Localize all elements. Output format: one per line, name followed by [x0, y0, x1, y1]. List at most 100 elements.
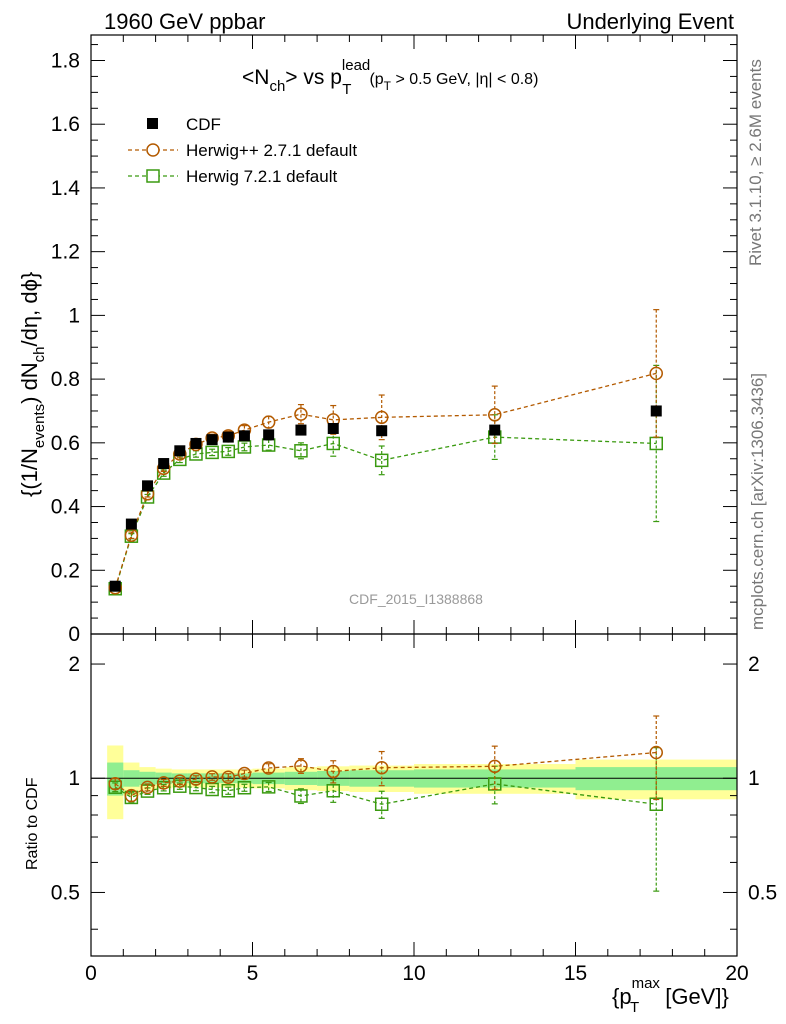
main-y-axis-label: {(1/Nevents) dNch/dη, dϕ} [17, 272, 48, 497]
x-axis-label: {pmax T [GeV]} [612, 975, 729, 1016]
x-tick-label: 5 [247, 962, 259, 985]
cdf-point [142, 480, 154, 492]
header-left: 1960 GeV ppbar [104, 9, 265, 34]
ratio-y-tick-label: 2 [68, 653, 80, 676]
legend: CDF Herwig++ 2.7.1 default Herwig 7.2.1 … [128, 115, 357, 186]
main-y-tick-label: 0.8 [51, 368, 80, 391]
herwigpp-point [649, 366, 663, 381]
cdf-point [650, 405, 662, 417]
ratio-herwigpp-point [156, 776, 171, 790]
ratio-herwigpp-point [326, 764, 340, 779]
ratio-y-tick-label: 1 [68, 767, 80, 790]
ratio-y-tick-label-right: 0.5 [748, 881, 777, 904]
plot-title: <Nch> vs plead T(pT > 0.5 GeV, |η| < 0.8) [242, 57, 538, 98]
herwigpp-point [488, 408, 502, 422]
ratio-herwigpp-point [189, 772, 203, 786]
herwig7-point [326, 436, 340, 451]
ratio-herwigpp-point [261, 761, 276, 775]
ratio-herwig7-point [326, 783, 340, 798]
ylabel-part-a: {(1/N [17, 448, 42, 497]
header-right: Underlying Event [566, 9, 734, 34]
legend-marker-cdf [147, 118, 158, 129]
axes: 0 5 10 15 20 0 0.2 0.4 0.6 0.8 1 1.2 1.4 1.6 1.8 0.5 0.5… [51, 35, 777, 985]
herwig7-point [205, 445, 219, 460]
ratio-herwig7-point [374, 797, 389, 812]
main-y-tick-label: 1.6 [51, 113, 80, 136]
ylabel-sub-ch: ch [31, 346, 48, 362]
cdf-point [238, 430, 250, 442]
ratio-herwigpp-point [205, 770, 219, 784]
ratio-herwigpp-point [173, 774, 187, 788]
main-y-tick-label: 1.2 [51, 241, 80, 264]
x-tick-label: 15 [564, 962, 587, 985]
ratio-herwigpp-point [108, 777, 122, 791]
ratio-herwigpp-point [124, 788, 139, 803]
title-part-1: <N [242, 66, 269, 89]
cdf-point [158, 458, 170, 470]
main-y-tick-label: 0.6 [51, 432, 80, 455]
ratio-y-tick-label-right: 1 [748, 767, 760, 790]
xlabel-sub-t: T [630, 999, 639, 1016]
xlabel-part-b: [GeV]} [659, 984, 729, 1009]
cdf-point [125, 518, 137, 530]
ylabel-part-b: ) dN [17, 362, 42, 404]
ylabel-sub-events: events [31, 404, 48, 448]
x-tick-label: 0 [85, 962, 97, 985]
main-panel-data [108, 309, 663, 596]
ratio-herwigpp-point [140, 780, 155, 795]
title-sub-t: T [342, 81, 351, 98]
main-y-tick-label: 1.8 [51, 49, 80, 72]
ratio-herwig7-point [261, 780, 276, 794]
cdf-point [222, 431, 234, 443]
ratio-herwigpp-point [649, 745, 663, 760]
ratio-herwigpp-point [221, 770, 236, 785]
title-sub-pt: T [384, 79, 392, 93]
cdf-point [190, 437, 202, 449]
legend-marker-herwig7 [146, 169, 160, 183]
main-y-tick-label: 1 [68, 304, 80, 327]
herwigpp-point [261, 415, 276, 429]
ratio-y-tick-label-right: 2 [748, 653, 760, 676]
cdf-point [376, 425, 388, 437]
ylabel-part-c: /dη, dϕ} [17, 272, 42, 347]
main-y-tick-label: 0.2 [51, 559, 80, 582]
main-y-tick-label: 1.4 [51, 177, 81, 200]
cdf-point [206, 434, 218, 446]
ratio-herwigpp-point [488, 759, 502, 774]
x-tick-label: 20 [725, 962, 748, 985]
ratio-herwigpp-point [374, 760, 389, 775]
ratio-herwig7-point [237, 780, 252, 795]
title-part-4: > 0.5 GeV, |η| < 0.8) [391, 71, 538, 88]
legend-label-herwigpp: Herwig++ 2.7.1 default [186, 141, 357, 160]
main-y-tick-label: 0 [68, 623, 80, 646]
ratio-y-tick-label: 0.5 [51, 881, 80, 904]
x-tick-label: 10 [402, 962, 425, 985]
ratio-panel-frame [90, 633, 738, 957]
analysis-watermark: CDF_2015_I1388868 [349, 591, 483, 607]
herwigpp-point [294, 407, 308, 421]
legend-label-herwig7: Herwig 7.2.1 default [186, 167, 337, 186]
title-sub-ch: ch [269, 78, 285, 95]
ratio-herwig7-point [294, 789, 308, 803]
title-part-2: > vs p [285, 66, 342, 89]
legend-marker-herwigpp [146, 143, 160, 157]
herwigpp-point [374, 410, 389, 425]
cdf-point [327, 422, 339, 434]
title-part-3: (p [369, 71, 383, 88]
cdf-point [263, 429, 275, 441]
main-y-tick-label: 0.4 [51, 496, 81, 519]
herwig7-point [374, 453, 389, 468]
mcplots-label: mcplots.cern.ch [arXiv:1306.3436] [748, 373, 767, 630]
cdf-point [489, 424, 501, 436]
ratio-panel-data [108, 715, 663, 892]
legend-label-cdf: CDF [186, 115, 221, 134]
cdf-point [174, 445, 186, 457]
title-sup-lead: lead [342, 57, 370, 74]
cdf-point [109, 580, 121, 592]
herwig7-point [221, 444, 236, 459]
rivet-label: Rivet 3.1.10, ≥ 2.6M events [746, 59, 765, 266]
ratio-herwigpp-point [294, 759, 308, 773]
xlabel-part-a: {p [612, 984, 632, 1009]
